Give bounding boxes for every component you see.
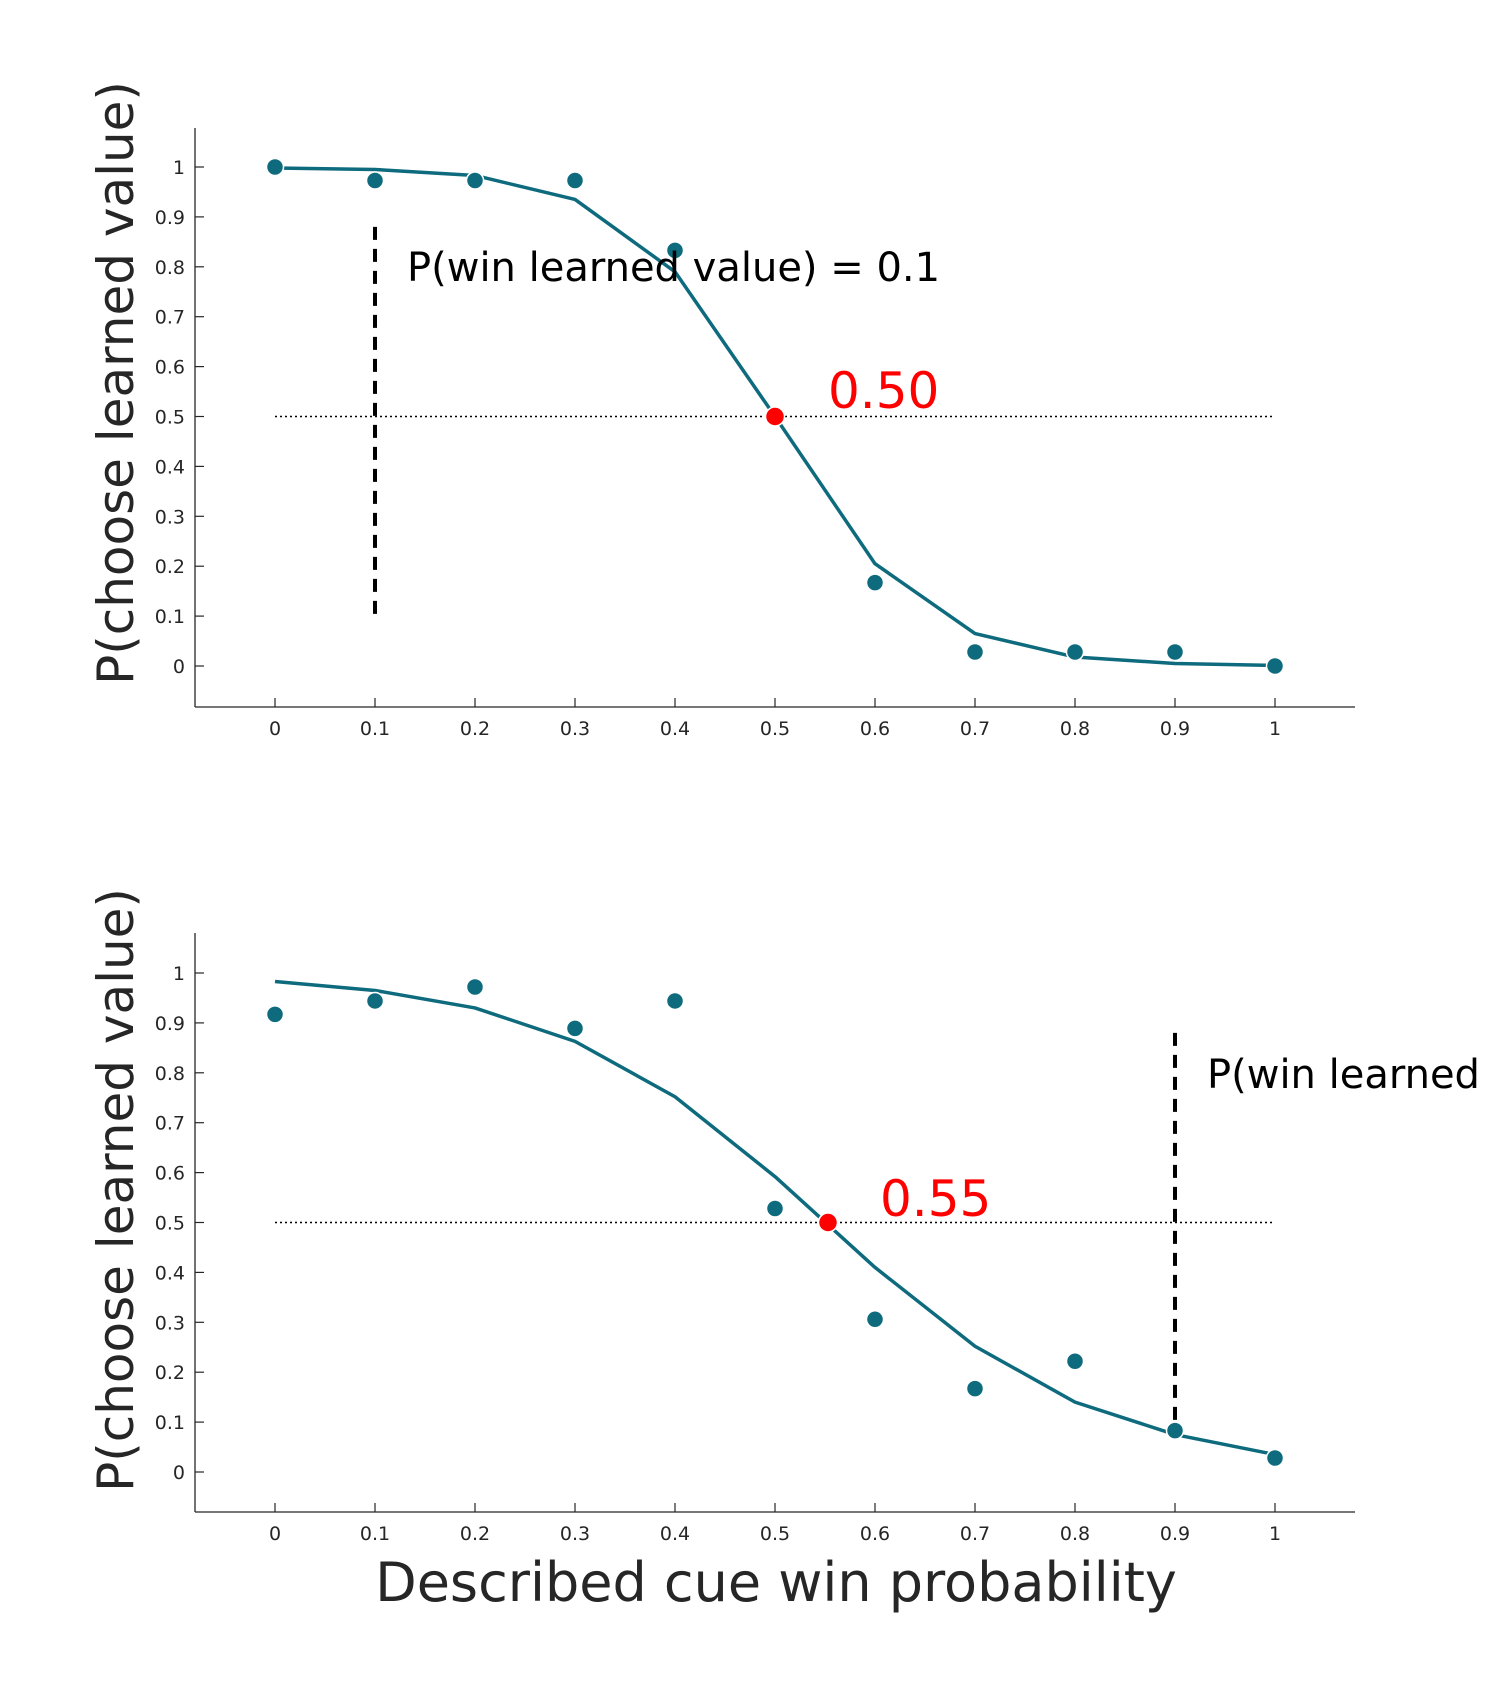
x-tick-label: 0.2 <box>460 1523 490 1545</box>
data-point <box>365 991 385 1011</box>
x-tick-label: 0.1 <box>360 718 390 740</box>
y-axis-label: P(choose learned value) <box>87 81 145 685</box>
chart-panel-bottom: P(choose learned value) 0 0.1 0.2 0.3 0.4 0.5… <box>87 888 1480 1614</box>
x-tick-label: 0.2 <box>460 718 490 740</box>
x-tick-label: 1 <box>1269 1523 1281 1545</box>
data-points-group <box>265 977 1285 1468</box>
x-tick-label: 0.1 <box>360 1523 390 1545</box>
fit-curve-group <box>274 979 1276 1457</box>
x-tick-label: 0 <box>269 718 281 740</box>
y-tick-label: 0.5 <box>155 1213 185 1235</box>
data-point <box>1165 642 1185 662</box>
data-point <box>665 241 685 260</box>
data-point <box>465 171 485 190</box>
y-tick-label: 0.1 <box>155 606 185 628</box>
data-point <box>965 642 985 662</box>
x-tick-label: 0.9 <box>1160 718 1190 740</box>
data-point <box>565 171 585 190</box>
y-tick-label: 0.2 <box>155 1362 185 1384</box>
pse-point <box>764 406 786 427</box>
y-tick-label: 0.9 <box>155 207 185 229</box>
learned-value-annotation: P(win learned value) = 0.1 <box>407 245 940 291</box>
y-tick-label: 0.9 <box>155 1013 185 1035</box>
x-tick-label: 0.6 <box>860 1523 890 1545</box>
y-tick-label: 0.6 <box>155 1163 185 1185</box>
data-point <box>265 157 285 177</box>
y-tick-label: 1 <box>173 963 185 985</box>
y-tick-label: 0.5 <box>155 407 185 429</box>
x-tick-label: 1 <box>1269 718 1281 740</box>
x-tick-label: 0.7 <box>960 1523 990 1545</box>
y-tick-label: 0.6 <box>155 357 185 379</box>
pse-group <box>764 406 786 427</box>
data-point <box>365 171 385 190</box>
x-tick-label: 0 <box>269 1523 281 1545</box>
y-tick-label: 0.1 <box>155 1412 185 1434</box>
y-tick-label: 1 <box>173 157 185 179</box>
y-tick-label: 0.2 <box>155 556 185 578</box>
x-tick-label: 0.4 <box>660 718 690 740</box>
y-axis-label: P(choose learned value) <box>87 888 145 1492</box>
pse-point <box>817 1212 839 1233</box>
data-point <box>265 1005 285 1024</box>
x-tick-label: 0.3 <box>560 718 590 740</box>
x-tick-label: 0.4 <box>660 1523 690 1545</box>
x-tick-label: 0.7 <box>960 718 990 740</box>
data-point <box>1165 1421 1185 1440</box>
x-axis-label: Described cue win probability <box>375 1551 1177 1614</box>
axes: 0 0.1 0.2 0.3 0.4 0.5 0.6 0.7 0.8 0.9 1 0 0.1 0.2 0.3 0… <box>155 933 1355 1545</box>
data-point <box>465 977 485 997</box>
pse-label: 0.55 <box>880 1170 991 1228</box>
y-tick-label: 0.3 <box>155 1312 185 1334</box>
y-tick-label: 0.8 <box>155 257 185 279</box>
fit-curve <box>274 979 1276 1457</box>
data-point <box>865 573 885 592</box>
data-point <box>565 1019 585 1038</box>
data-point <box>1065 642 1085 662</box>
data-point <box>1065 1351 1085 1371</box>
y-tick-label: 0 <box>173 656 185 678</box>
data-point <box>1265 656 1285 676</box>
data-point <box>765 1199 785 1218</box>
y-tick-label: 0.4 <box>155 1262 185 1284</box>
y-tick-label: 0.7 <box>155 1113 185 1135</box>
chart-panel-top: P(choose learned value) 0 0.1 0.2 0.3 0.4 0.5… <box>87 81 1355 740</box>
x-tick-label: 0.5 <box>760 1523 790 1545</box>
x-tick-label: 0.3 <box>560 1523 590 1545</box>
data-point <box>665 991 685 1011</box>
x-tick-label: 0.8 <box>1060 718 1090 740</box>
x-tick-label: 0.6 <box>860 718 890 740</box>
data-point <box>865 1310 885 1329</box>
data-point <box>1265 1448 1285 1468</box>
y-tick-label: 0 <box>173 1462 185 1484</box>
y-tick-label: 0.7 <box>155 307 185 329</box>
data-point <box>965 1379 985 1398</box>
x-tick-label: 0.9 <box>1160 1523 1190 1545</box>
x-tick-label: 0.5 <box>760 718 790 740</box>
y-tick-label: 0.3 <box>155 506 185 528</box>
pse-group <box>817 1212 839 1233</box>
axes: 0 0.1 0.2 0.3 0.4 0.5 0.6 0.7 0.8 0.9 1 0 0.1 0.2 0.3 0… <box>155 128 1355 740</box>
y-tick-label: 0.4 <box>155 456 185 478</box>
x-tick-label: 0.8 <box>1060 1523 1090 1545</box>
learned-value-annotation: P(win learned <box>1207 1052 1480 1098</box>
data-points-group <box>265 157 1285 676</box>
pse-label: 0.50 <box>828 362 939 420</box>
y-tick-label: 0.8 <box>155 1063 185 1085</box>
